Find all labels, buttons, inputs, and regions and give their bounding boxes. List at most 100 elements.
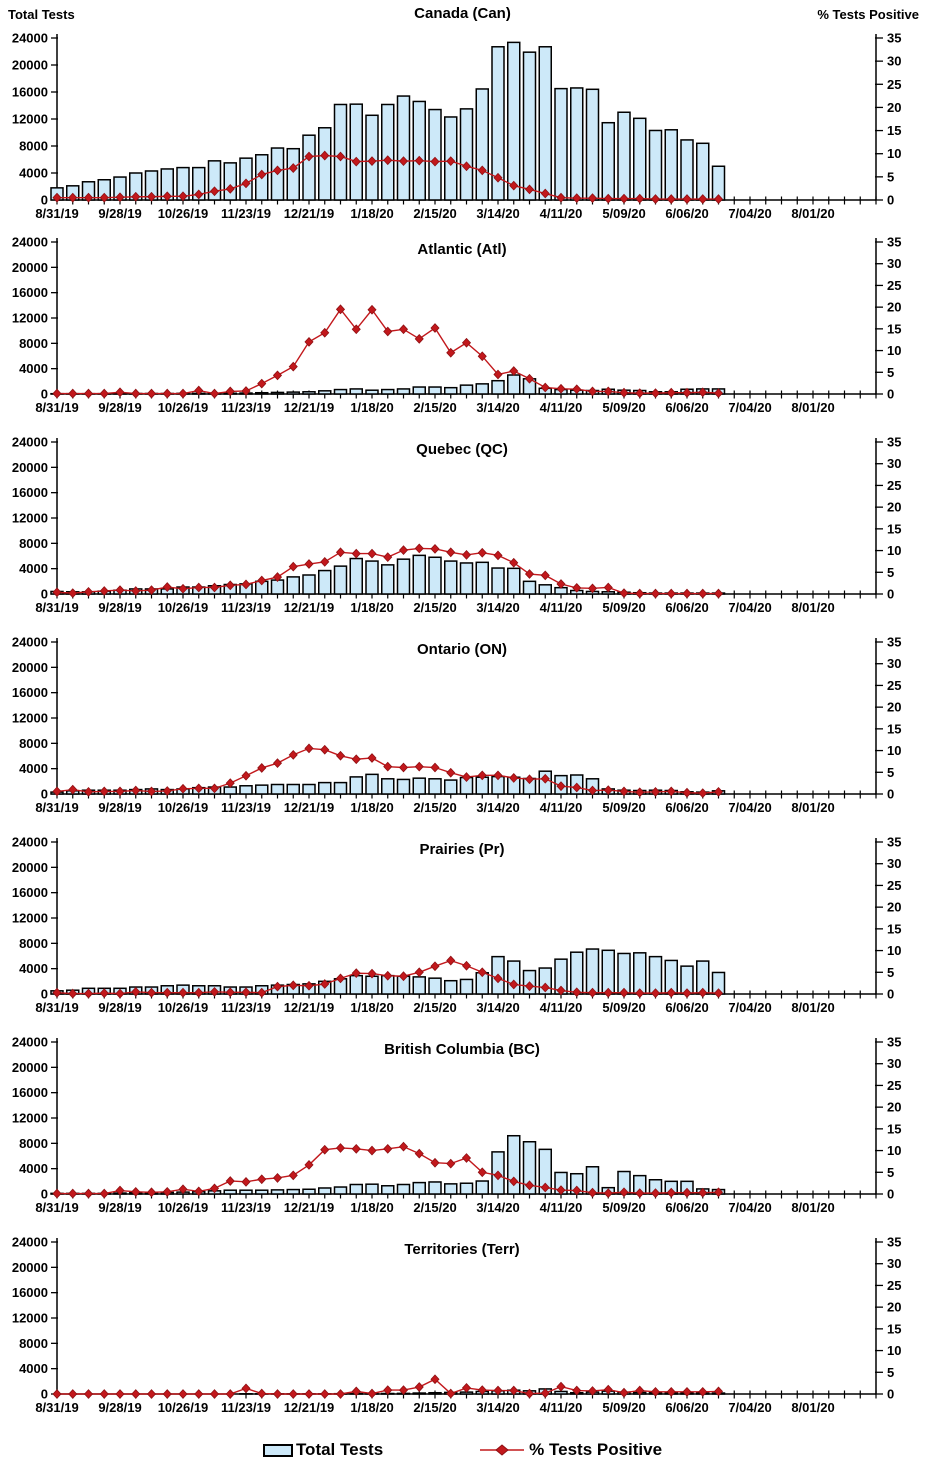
svg-text:5: 5 (887, 565, 894, 580)
marker-quebec-40 (682, 588, 692, 599)
svg-text:35: 35 (887, 1235, 901, 1250)
marker-territories-39 (666, 1386, 676, 1397)
marker-canada-9 (194, 189, 204, 200)
svg-text:8/31/19: 8/31/19 (35, 800, 78, 815)
marker-territories-15 (288, 1389, 298, 1399)
y-axis-left: 0 4000 8000 12000 16000 20000 24000 (12, 1235, 58, 1402)
bar-canada-33 (570, 87, 584, 201)
marker-canada-30 (524, 184, 535, 195)
svg-text:15: 15 (887, 123, 901, 138)
marker-ontario-1 (68, 784, 78, 795)
marker-territories-16 (304, 1389, 314, 1399)
bar-atlantic-17 (318, 390, 332, 395)
marker-ontario-37 (635, 787, 645, 798)
svg-text:5/09/20: 5/09/20 (602, 400, 645, 415)
marker-quebec-11 (225, 580, 235, 591)
marker-prairies-38 (650, 988, 661, 999)
marker-ontario-40 (682, 787, 692, 798)
bar-atlantic-13 (255, 391, 269, 395)
svg-text:4000: 4000 (19, 1361, 48, 1376)
svg-text:9/28/19: 9/28/19 (98, 800, 141, 815)
marker-atlantic-2 (83, 388, 94, 399)
svg-text:4000: 4000 (19, 961, 48, 976)
svg-text:6/06/20: 6/06/20 (665, 400, 708, 415)
bar-atlantic-23 (412, 386, 426, 395)
svg-text:0: 0 (41, 193, 48, 208)
svg-text:6/06/20: 6/06/20 (665, 1200, 708, 1215)
marker-territories-8 (178, 1389, 188, 1399)
marker-ontario-12 (241, 770, 251, 781)
svg-text:12000: 12000 (12, 112, 48, 127)
marker-atlantic-6 (146, 388, 157, 399)
chart-panels-container: 0 4000 8000 12000 16000 20000 24000 0 5 10 15 20 25 3… (0, 28, 925, 1428)
svg-text:30: 30 (887, 856, 901, 871)
marker-atlantic-39 (666, 387, 676, 398)
svg-text:4000: 4000 (19, 761, 48, 776)
marker-bc-3 (99, 1188, 109, 1199)
svg-text:20000: 20000 (12, 260, 48, 275)
x-axis: 8/31/19 9/28/19 10/26/19 11/23/19 12/21/19 1/… (35, 990, 877, 1015)
svg-text:2/15/20: 2/15/20 (413, 800, 456, 815)
bar-bc-25 (444, 1183, 458, 1195)
marker-ontario-19 (351, 754, 361, 765)
svg-text:4000: 4000 (19, 561, 48, 576)
marker-canada-8 (178, 191, 188, 202)
left-axis-title: Total Tests (8, 7, 75, 22)
svg-text:8/31/19: 8/31/19 (35, 1400, 78, 1415)
marker-prairies-33 (572, 987, 582, 998)
axes (56, 638, 877, 795)
svg-text:25: 25 (887, 77, 901, 92)
marker-quebec-24 (430, 543, 440, 554)
marker-territories-24 (430, 1374, 440, 1385)
bar-canada-30 (522, 51, 537, 201)
marker-atlantic-16 (304, 336, 314, 347)
svg-text:4/11/20: 4/11/20 (540, 1200, 583, 1215)
marker-prairies-3 (99, 988, 109, 999)
marker-bc-34 (587, 1187, 598, 1198)
marker-ontario-17 (320, 744, 330, 755)
svg-text:8/01/20: 8/01/20 (791, 600, 834, 615)
marker-bc-29 (509, 1176, 519, 1187)
marker-quebec-23 (414, 543, 424, 554)
svg-text:3/14/20: 3/14/20 (476, 1200, 519, 1215)
svg-text:5: 5 (887, 965, 894, 980)
bar-quebec-27 (475, 561, 489, 595)
marker-atlantic-13 (257, 378, 267, 389)
svg-text:24000: 24000 (12, 31, 48, 46)
marker-bc-28 (493, 1170, 503, 1181)
marker-territories-28 (493, 1385, 503, 1396)
svg-text:7/04/20: 7/04/20 (728, 1200, 771, 1215)
bar-canada-26 (459, 108, 474, 201)
marker-ontario-16 (304, 743, 314, 754)
bar-quebec-15 (286, 576, 300, 595)
marker-prairies-12 (241, 987, 251, 998)
marker-quebec-36 (619, 588, 629, 599)
marker-ontario-24 (430, 762, 440, 773)
bar-prairies-19 (349, 974, 363, 995)
marker-ontario-3 (99, 786, 109, 797)
svg-text:25: 25 (887, 678, 901, 693)
bar-bc-12 (239, 1189, 253, 1195)
marker-territories-26 (461, 1383, 472, 1393)
svg-text:0: 0 (887, 193, 894, 208)
svg-text:2/15/20: 2/15/20 (413, 1200, 456, 1215)
marker-ontario-42 (713, 786, 724, 797)
bar-territories-32 (554, 1390, 568, 1395)
svg-text:6/06/20: 6/06/20 (665, 206, 708, 221)
svg-text:20: 20 (887, 1300, 901, 1315)
bar-bc-16 (302, 1188, 316, 1195)
bar-quebec-31 (538, 584, 552, 595)
svg-text:8000: 8000 (19, 536, 48, 551)
marker-prairies-42 (713, 988, 724, 999)
marker-atlantic-24 (430, 323, 440, 333)
svg-text:6/06/20: 6/06/20 (665, 1000, 708, 1015)
svg-text:35: 35 (887, 235, 901, 250)
marker-territories-31 (540, 1388, 550, 1399)
marker-bc-23 (414, 1148, 424, 1159)
marker-atlantic-18 (335, 304, 346, 315)
marker-bc-11 (225, 1176, 235, 1186)
bar-ontario-19 (349, 776, 363, 795)
pct-positive-line (52, 150, 724, 204)
bar-atlantic-16 (302, 391, 316, 395)
bar-ontario-15 (286, 783, 300, 795)
